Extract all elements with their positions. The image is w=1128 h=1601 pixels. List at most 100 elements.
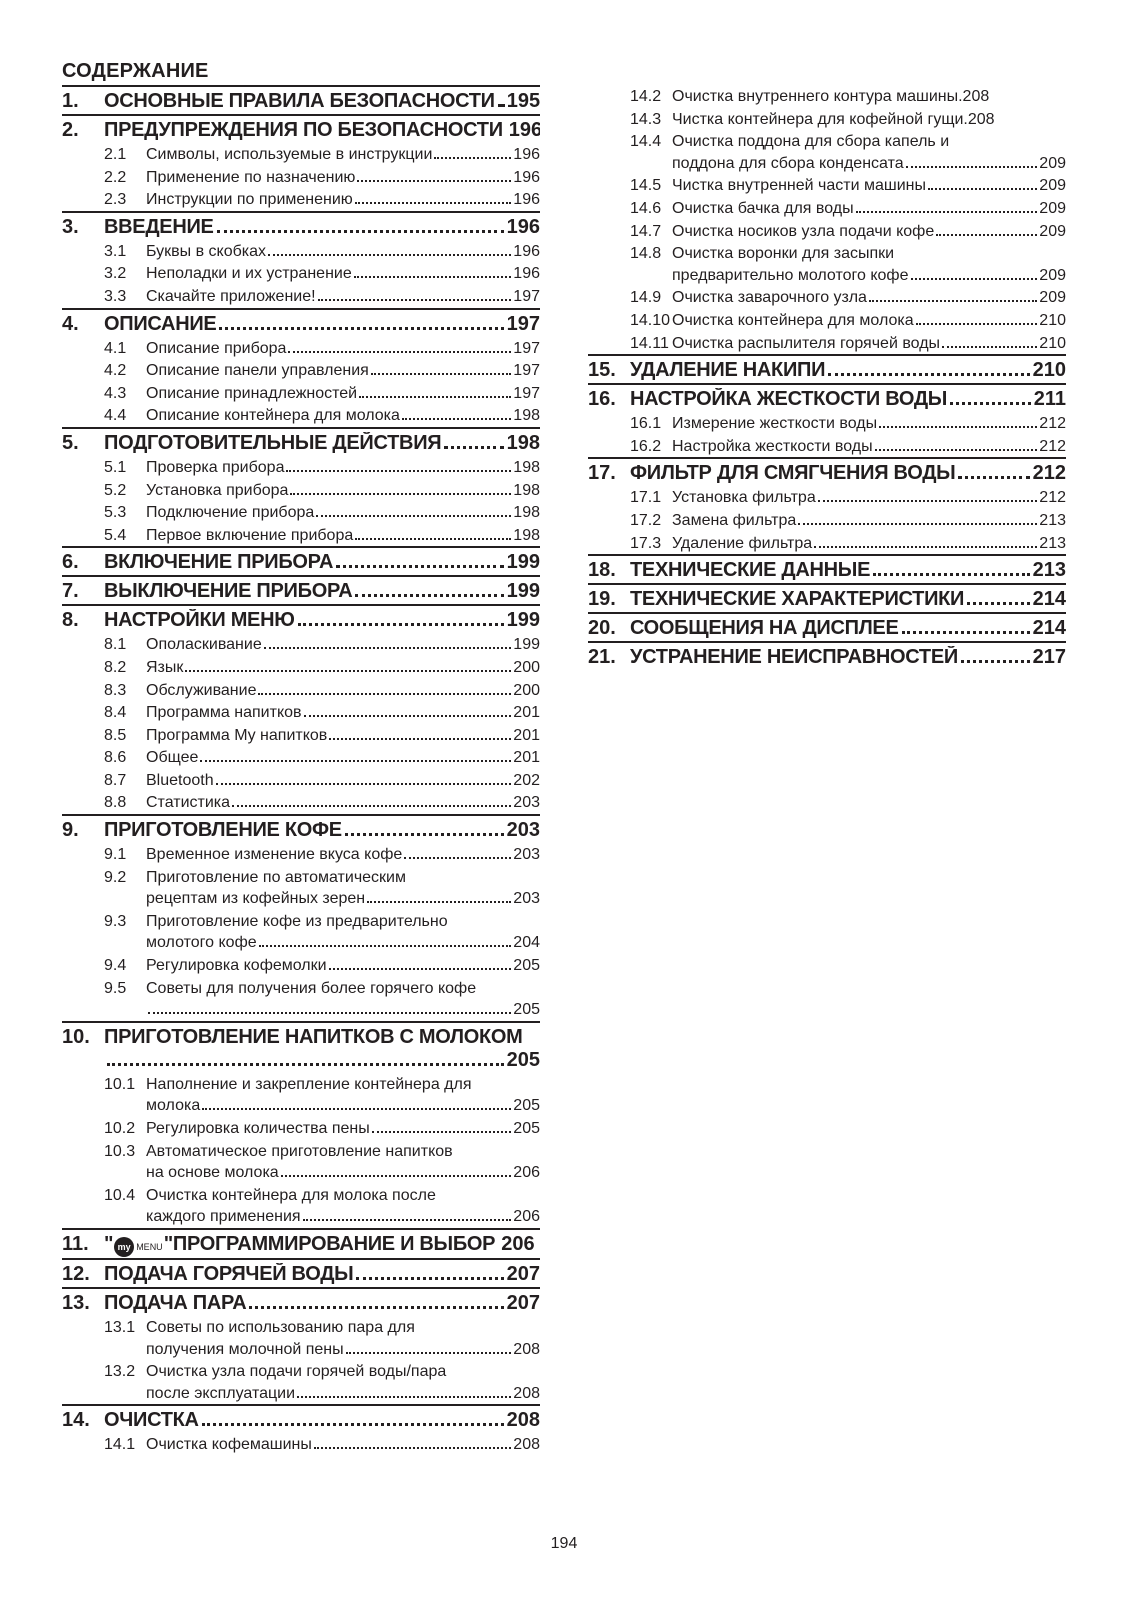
subsection-number: 5.2 — [104, 480, 146, 502]
toc-subsection-continued: получения молочной пены208 — [62, 1339, 540, 1361]
toc-subsection: 4.4Описание контейнера для молока198 — [62, 404, 540, 427]
subsection-title: Очистка носиков узла подачи кофе — [672, 221, 934, 243]
leader-dots — [304, 715, 512, 717]
leader-dots — [288, 351, 511, 353]
subsection-title: Проверка прибора — [146, 457, 284, 479]
toc-section: 4.ОПИСАНИЕ197 — [62, 308, 540, 337]
subsection-number: 14.6 — [630, 198, 672, 220]
leader-dots — [216, 783, 512, 785]
subsection-title: Описание панели управления — [146, 360, 369, 382]
quote-open: " — [104, 1233, 113, 1256]
subsection-number: 14.11 — [630, 333, 672, 355]
leader-dots — [329, 738, 511, 740]
leader-dots — [298, 623, 504, 626]
leader-dots — [355, 202, 512, 204]
toc-section: 21.УСТРАНЕНИЕ НЕИСПРАВНОСТЕЙ217 — [588, 641, 1066, 670]
subsection-title: Очистка контейнера для молока после — [146, 1185, 436, 1207]
subsection-title-cont: рецептам из кофейных зерен — [146, 888, 365, 910]
section-page: 210 — [1033, 359, 1066, 382]
section-number: 13. — [62, 1292, 104, 1315]
subsection-title: Скачайте приложение! — [146, 286, 316, 308]
section-title: ВКЛЮЧЕНИЕ ПРИБОРА — [104, 551, 333, 574]
section-number: 5. — [62, 432, 104, 455]
leader-dots — [357, 180, 511, 182]
subsection-title-cont: на основе молока — [146, 1162, 279, 1184]
subsection-number: 4.2 — [104, 360, 146, 382]
toc-subsection-continued: поддона для сбора конденсата209 — [588, 153, 1066, 175]
section-title: ПОДАЧА ГОРЯЧЕЙ ВОДЫ — [104, 1263, 353, 1286]
section-number: 6. — [62, 551, 104, 574]
subsection-title: Неполадки и их устранение — [146, 263, 352, 285]
section-line: ВВЕДЕНИЕ196 — [104, 216, 540, 239]
toc-subsection: 13.1Советы по использованию пара для — [62, 1316, 540, 1339]
toc-subsection: 16.2Настройка жесткости воды212 — [588, 435, 1066, 458]
toc-subsection: 5.4Первое включение прибора198 — [62, 524, 540, 547]
subsection-title: Подключение прибора — [146, 502, 314, 524]
toc-subsection: 14.3Чистка контейнера для кофейной гущи.… — [588, 108, 1066, 131]
subsection-number: 5.4 — [104, 525, 146, 547]
section-number: 9. — [62, 819, 104, 842]
section-page: 196 — [503, 119, 540, 142]
section-line: УДАЛЕНИЕ НАКИПИ210 — [630, 359, 1066, 382]
toc-subsection: 8.4Программа напитков201 — [62, 701, 540, 724]
toc-subsection: 10.3Автоматическое приготовление напитко… — [62, 1140, 540, 1163]
subsection-title: Очистка поддона для сбора капель и — [672, 131, 949, 153]
subsection-number: 8.3 — [104, 680, 146, 702]
toc-subsection-continued: молотого кофе204 — [62, 932, 540, 954]
toc-section: 3.ВВЕДЕНИЕ196 — [62, 211, 540, 240]
subsection-page: 196 — [513, 241, 540, 263]
toc-subsection: 14.1Очистка кофемашины208 — [62, 1433, 540, 1456]
leader-dots — [444, 446, 503, 449]
leader-dots — [356, 1277, 503, 1280]
section-title: ОПИСАНИЕ — [104, 313, 216, 336]
section-title: ТЕХНИЧЕСКИЕ ХАРАКТЕРИСТИКИ — [630, 588, 964, 611]
section-title: НАСТРОЙКИ МЕНЮ — [104, 609, 295, 632]
subsection-title: Регулировка кофемолки — [146, 955, 327, 977]
toc-subsection: 9.5Советы для получения более горячего к… — [62, 977, 540, 1000]
toc-section: 12.ПОДАЧА ГОРЯЧЕЙ ВОДЫ207 — [62, 1258, 540, 1287]
subsection-number: 9.4 — [104, 955, 146, 977]
toc-subsection: 9.3Приготовление кофе из предварительно — [62, 910, 540, 933]
leader-dots — [290, 493, 511, 495]
section-number: 14. — [62, 1409, 104, 1432]
toc-subsection-continued: молока205 — [62, 1095, 540, 1117]
subsection-number: 14.1 — [104, 1434, 146, 1456]
leader-dots — [316, 515, 511, 517]
toc-section: 7.ВЫКЛЮЧЕНИЕ ПРИБОРА199 — [62, 575, 540, 604]
subsection-title: Измерение жесткости воды — [672, 413, 877, 435]
subsection-title: Описание принадлежностей — [146, 383, 357, 405]
toc-subsection: 3.1Буквы в скобках196 — [62, 240, 540, 263]
subsection-number: 5.3 — [104, 502, 146, 524]
subsection-title-cont: получения молочной пены — [146, 1339, 344, 1361]
section-line: ОЧИСТКА208 — [104, 1409, 540, 1432]
subsection-title: Применение по назначению — [146, 167, 355, 189]
leader-dots — [249, 1306, 503, 1309]
section-line: ОСНОВНЫЕ ПРАВИЛА БЕЗОПАСНОСТИ195 — [104, 90, 540, 113]
subsection-title: Bluetooth — [146, 770, 214, 792]
subsection-page: 201 — [513, 725, 540, 747]
toc-section: 2.ПРЕДУПРЕЖДЕНИЯ ПО БЕЗОПАСНОСТИ196 — [62, 114, 540, 143]
toc-subsection: 8.3Обслуживание200 — [62, 679, 540, 702]
subsection-number: 4.3 — [104, 383, 146, 405]
subsection-page: 198 — [513, 405, 540, 427]
subsection-number: 14.4 — [630, 131, 672, 153]
toc-section: 17.ФИЛЬТР ДЛЯ СМЯГЧЕНИЯ ВОДЫ212 — [588, 457, 1066, 486]
subsection-number: 16.2 — [630, 436, 672, 458]
leader-dots — [950, 402, 1031, 405]
subsection-page: 208 — [513, 1383, 540, 1405]
section-line: ПРИГОТОВЛЕНИЕ НАПИТКОВ С МОЛОКОМ205 — [104, 1026, 540, 1072]
subsection-number: 14.3 — [630, 109, 672, 131]
section-line: ПОДГОТОВИТЕЛЬНЫЕ ДЕЙСТВИЯ198 — [104, 432, 540, 455]
leader-dots — [798, 523, 1037, 525]
section-line: ВКЛЮЧЕНИЕ ПРИБОРА199 — [104, 551, 540, 574]
leader-dots — [355, 538, 511, 540]
section-page: 199 — [507, 609, 540, 632]
subsection-number: 13.1 — [104, 1317, 146, 1339]
subsection-page: 203 — [513, 888, 540, 910]
subsection-title-cont: поддона для сбора конденсата — [672, 153, 904, 175]
toc-subsection: 16.1Измерение жесткости воды212 — [588, 412, 1066, 435]
section-number: 16. — [588, 388, 630, 411]
section-line: ПОДАЧА ПАРА207 — [104, 1292, 540, 1315]
section-page: 217 — [1033, 646, 1066, 669]
section-line: ТЕХНИЧЕСКИЕ ХАРАКТЕРИСТИКИ214 — [630, 588, 1066, 611]
